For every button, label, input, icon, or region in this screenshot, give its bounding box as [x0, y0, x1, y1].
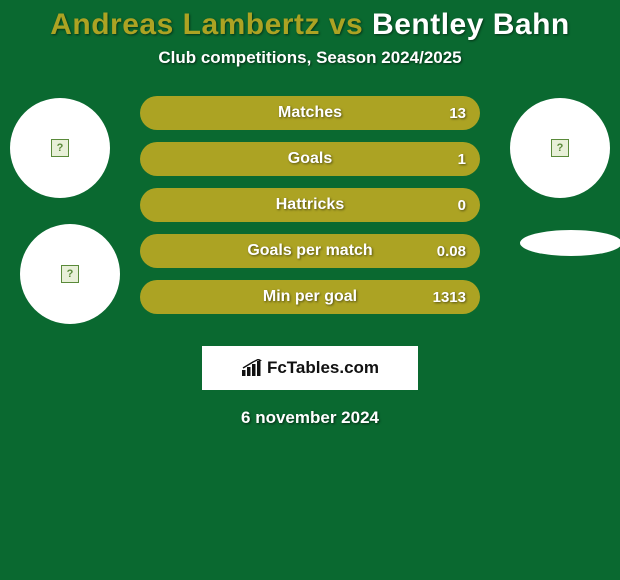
- stat-value-right: 0: [458, 197, 466, 214]
- brand-box[interactable]: FcTables.com: [202, 346, 418, 390]
- stat-value-right: 1313: [433, 289, 466, 306]
- stat-row-hattricks: Hattricks 0: [140, 188, 480, 222]
- stat-label: Hattricks: [276, 196, 344, 214]
- player2-name: Bentley Bahn: [372, 8, 570, 41]
- player2-avatar: [510, 98, 610, 198]
- stat-label: Min per goal: [263, 288, 357, 306]
- subtitle: Club competitions, Season 2024/2025: [0, 48, 620, 68]
- stat-value-right: 1: [458, 151, 466, 168]
- page-title: Andreas Lambertz vs Bentley Bahn: [0, 8, 620, 42]
- stat-row-matches: Matches 13: [140, 96, 480, 130]
- player2-club-shape: [520, 230, 620, 256]
- stat-value-right: 0.08: [437, 243, 466, 260]
- placeholder-icon: [61, 265, 79, 283]
- date-text: 6 november 2024: [0, 408, 620, 428]
- vs-text: vs: [320, 8, 372, 41]
- comparison-card: Andreas Lambertz vs Bentley Bahn Club co…: [0, 0, 620, 580]
- stat-row-goals: Goals 1: [140, 142, 480, 176]
- stat-row-min-per-goal: Min per goal 1313: [140, 280, 480, 314]
- stat-value-right: 13: [449, 105, 466, 122]
- player1-name: Andreas Lambertz: [50, 8, 320, 41]
- player1-club-avatar: [20, 224, 120, 324]
- brand-text: FcTables.com: [267, 358, 379, 378]
- stat-bars: Matches 13 Goals 1 Hattricks 0 Goals per…: [140, 96, 480, 326]
- brand-chart-icon: [241, 359, 263, 377]
- placeholder-icon: [551, 139, 569, 157]
- stat-label: Goals per match: [247, 242, 372, 260]
- stat-label: Goals: [288, 150, 332, 168]
- stat-row-goals-per-match: Goals per match 0.08: [140, 234, 480, 268]
- stats-area: Matches 13 Goals 1 Hattricks 0 Goals per…: [0, 98, 620, 338]
- player1-avatar: [10, 98, 110, 198]
- stat-label: Matches: [278, 104, 342, 122]
- placeholder-icon: [51, 139, 69, 157]
